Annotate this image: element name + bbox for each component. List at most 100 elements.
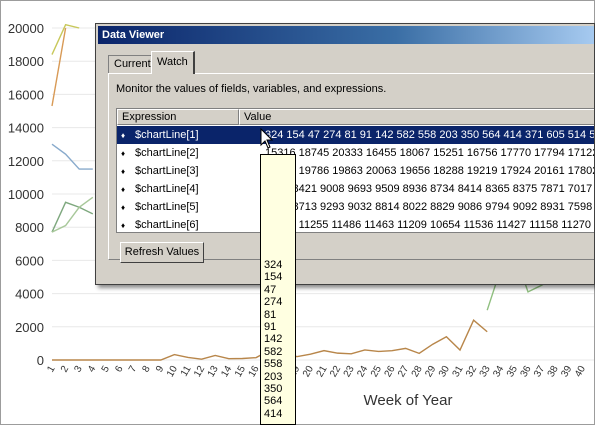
diamond-icon: ♦: [121, 221, 126, 230]
x-tick-label: 12: [192, 364, 207, 380]
tab-watch[interactable]: Watch: [151, 51, 195, 74]
x-tick-label: 6: [113, 364, 126, 375]
tooltip-value: 582: [264, 345, 283, 358]
tab-current[interactable]: Current: [108, 55, 157, 73]
tooltip-value: 91: [264, 321, 277, 334]
y-tick-label: 12000: [8, 154, 44, 169]
x-tick-label: 11: [179, 364, 194, 379]
y-tick-label: 10000: [8, 187, 44, 202]
y-tick-label: 16000: [8, 87, 44, 102]
watch-panel: [108, 73, 594, 260]
refresh-values-button[interactable]: Refresh Values: [120, 242, 204, 263]
x-tick-label: 31: [451, 364, 466, 380]
row-expression: $chartLine[3]: [135, 165, 199, 177]
x-tick-label: 27: [396, 364, 411, 380]
x-tick-label: 30: [437, 364, 452, 380]
row-value: 18400 19786 19863 20063 19656 18288 1921…: [265, 165, 594, 177]
row-expression: $chartLine[4]: [135, 183, 199, 195]
x-tick-label: 34: [491, 364, 506, 380]
diamond-icon: ♦: [121, 131, 126, 140]
row-value: 7820 8713 9293 9032 8814 8022 8829 9086 …: [265, 201, 594, 213]
x-tick-label: 28: [410, 364, 425, 380]
y-tick-label: 0: [37, 353, 44, 368]
row-value: 15316 18745 20333 16455 18067 15251 1675…: [265, 147, 594, 159]
tooltip-value: 203: [264, 370, 283, 383]
x-tick-label: 4: [86, 364, 99, 375]
y-axis-tick-labels: 0 2000 4000 6000 8000 10000 12000 14000 16000 180…: [8, 21, 44, 368]
x-axis-title: Week of Year: [364, 392, 453, 409]
x-tick-label: 5: [100, 364, 113, 375]
diamond-icon: ♦: [121, 149, 126, 158]
tooltip-value: 274: [264, 296, 283, 309]
row-expression: $chartLine[5]: [135, 201, 199, 213]
tooltip-value: 142: [264, 333, 283, 346]
x-tick-label: 33: [478, 364, 493, 380]
x-tick-label: 7: [127, 364, 140, 375]
x-tick-label: 36: [519, 364, 534, 380]
y-tick-label: 18000: [8, 54, 44, 69]
watch-row[interactable]: ♦ $chartLine[5] 7820 8713 9293 9032 8814 …: [117, 198, 594, 216]
tooltip-value: 350: [264, 383, 283, 396]
x-tick-label: 40: [573, 364, 588, 380]
series-line: [51, 27, 67, 107]
x-tick-label: 32: [464, 364, 479, 380]
watch-grid[interactable]: Expression Value ♦ $chartLine[1] 324 154 …: [116, 108, 594, 233]
row-expression: $chartLine[6]: [135, 219, 199, 231]
watch-row[interactable]: ♦ $chartLine[6] 12900 11255 11486 11463 1…: [117, 216, 594, 232]
column-header-expression[interactable]: Expression: [117, 109, 239, 125]
tooltip-value: 414: [264, 407, 283, 420]
tooltip-value: 564: [264, 395, 283, 408]
tooltip-value: 154: [264, 271, 283, 284]
y-tick-label: 6000: [15, 253, 44, 268]
x-tick-label: 15: [233, 364, 248, 380]
window-title-bar[interactable]: Data Viewer: [98, 26, 594, 44]
value-tooltip: 324 154 47 274 81 91 142 582 558 203 350 564 414: [260, 154, 296, 425]
tooltip-value: 558: [264, 358, 283, 371]
y-tick-label: 8000: [15, 220, 44, 235]
column-header-value[interactable]: Value: [239, 109, 594, 125]
x-tick-label: 14: [219, 364, 234, 380]
watch-row[interactable]: ♦ $chartLine[2] 15316 18745 20333 16455 1…: [117, 144, 594, 162]
x-tick-label: 26: [383, 364, 398, 380]
x-tick-label: 39: [559, 364, 574, 380]
tooltip-value: 47: [264, 283, 277, 296]
y-tick-label: 20000: [8, 21, 44, 36]
diamond-icon: ♦: [121, 203, 126, 212]
window-title: Data Viewer: [102, 29, 165, 41]
x-tick-label: 1: [45, 364, 58, 375]
x-tick-label: 21: [315, 364, 330, 380]
row-expression: $chartLine[2]: [135, 147, 199, 159]
x-tick-label: 20: [301, 364, 316, 380]
series-line: [51, 196, 94, 233]
y-tick-label: 4000: [15, 287, 44, 302]
x-tick-label: 38: [546, 364, 561, 380]
watch-row[interactable]: ♦ $chartLine[4] 7620 8421 9008 9693 9509 …: [117, 180, 594, 198]
x-tick-label: 2: [59, 364, 72, 375]
series-line: [51, 143, 93, 170]
x-tick-label: 16: [247, 364, 262, 380]
x-tick-label: 22: [328, 364, 343, 380]
diamond-icon: ♦: [121, 185, 126, 194]
row-value: 324 154 47 274 81 91 142 582 558 203 350…: [265, 129, 594, 141]
grid-header: Expression Value: [117, 109, 594, 125]
watch-row[interactable]: ♦ $chartLine[3] 18400 19786 19863 20063 1…: [117, 162, 594, 180]
series-line: [51, 201, 94, 233]
instructions-text: Monitor the values of fields, variables,…: [116, 83, 387, 95]
x-tick-label: 10: [165, 364, 180, 380]
watch-row[interactable]: ♦ $chartLine[1] 324 154 47 274 81 91 142 …: [117, 126, 594, 144]
data-viewer-window[interactable]: Data Viewer Current Watch Monitor the va…: [95, 23, 595, 285]
y-tick-label: 2000: [15, 320, 44, 335]
x-tick-label: 3: [72, 364, 85, 375]
x-tick-label: 13: [206, 364, 221, 380]
x-axis-tick-labels: 1234567891011121314151617181920212223242…: [45, 364, 588, 380]
x-tick-label: 24: [355, 364, 370, 380]
y-tick-label: 14000: [8, 121, 44, 136]
row-value: 7620 8421 9008 9693 9509 8936 8734 8414 …: [265, 183, 594, 195]
x-tick-label: 9: [154, 364, 167, 375]
x-tick-label: 35: [505, 364, 520, 380]
tooltip-value: 81: [264, 308, 277, 321]
diamond-icon: ♦: [121, 167, 126, 176]
mouse-pointer-icon: [260, 128, 274, 149]
row-expression: $chartLine[1]: [135, 129, 199, 141]
x-tick-label: 8: [140, 364, 153, 375]
